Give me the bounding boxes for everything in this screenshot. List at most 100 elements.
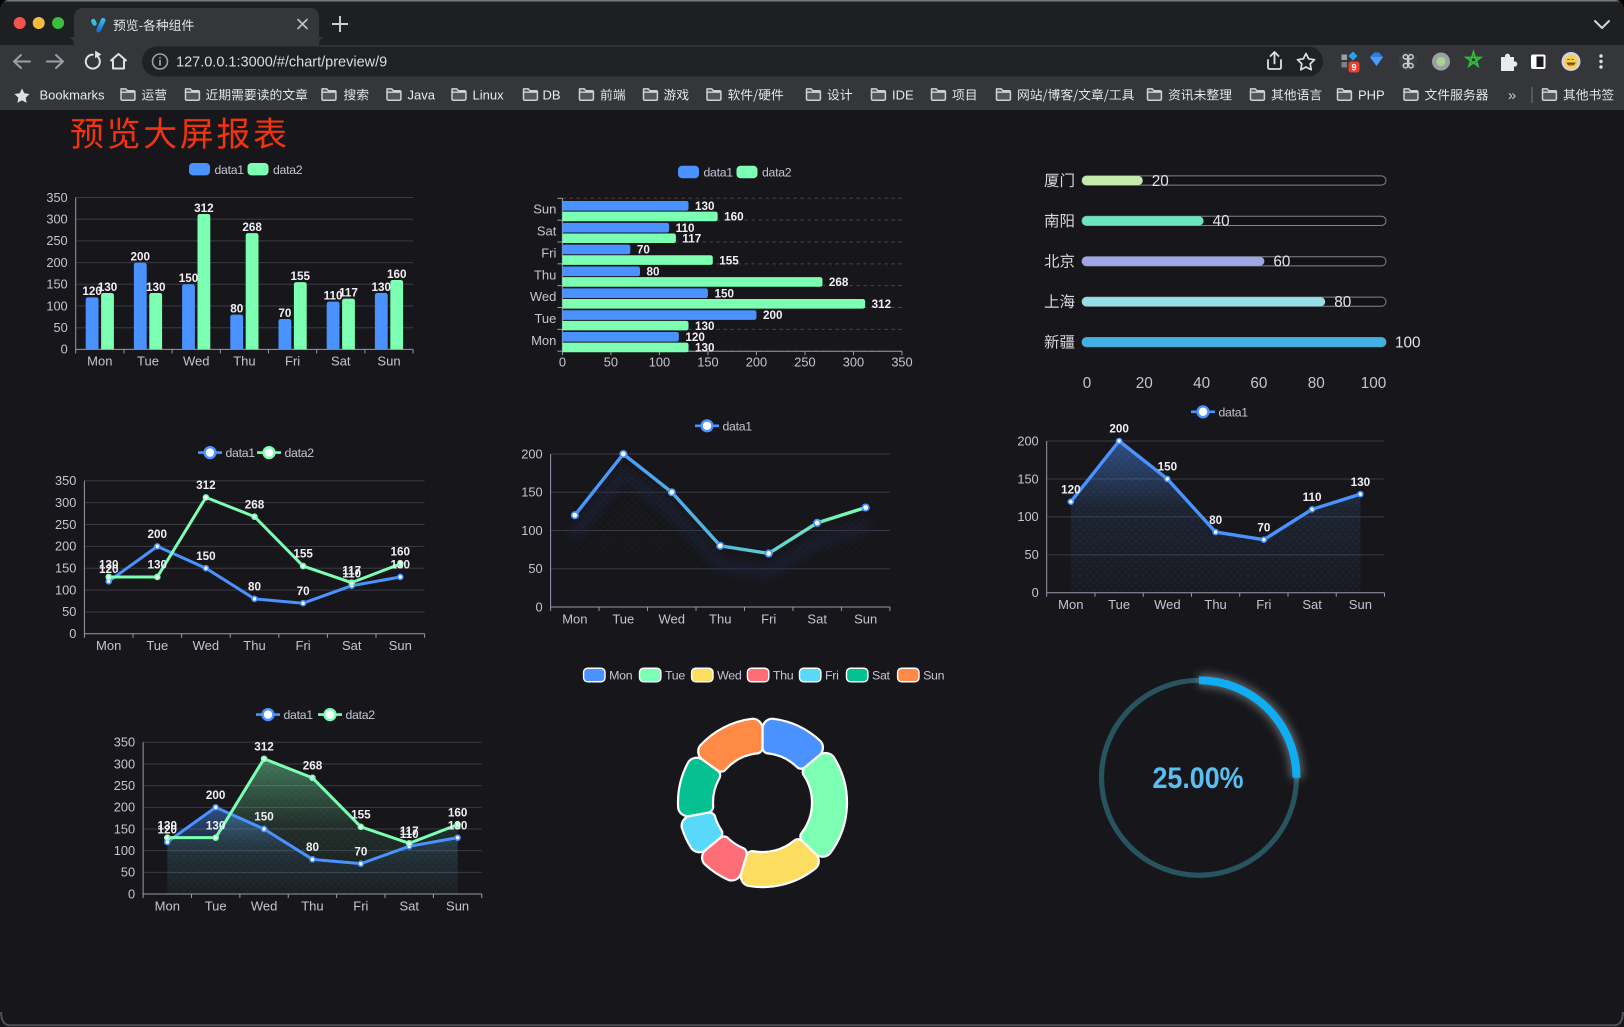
- svg-text:Wed: Wed: [183, 354, 210, 369]
- svg-text:312: 312: [194, 202, 214, 215]
- svg-text:150: 150: [714, 287, 734, 300]
- svg-text:70: 70: [354, 845, 368, 858]
- svg-text:70: 70: [297, 585, 311, 598]
- svg-text:Mon: Mon: [531, 333, 556, 348]
- svg-text:268: 268: [242, 221, 262, 234]
- svg-text:250: 250: [794, 355, 815, 370]
- svg-text:150: 150: [521, 485, 542, 500]
- svg-text:Wed: Wed: [251, 899, 278, 914]
- svg-text:350: 350: [114, 735, 135, 750]
- svg-text:70: 70: [1257, 521, 1271, 534]
- svg-text:50: 50: [604, 355, 618, 370]
- svg-text:Sun: Sun: [389, 638, 412, 653]
- svg-text:Fri: Fri: [296, 638, 311, 653]
- svg-text:300: 300: [114, 756, 135, 771]
- svg-text:350: 350: [46, 190, 67, 205]
- svg-text:data1: data1: [284, 708, 314, 722]
- svg-text:9: 9: [1351, 62, 1356, 72]
- svg-text:PHP: PHP: [1358, 88, 1385, 103]
- svg-text:155: 155: [351, 809, 371, 822]
- svg-text:25.00%: 25.00%: [1153, 762, 1244, 795]
- svg-text:Sun: Sun: [1349, 597, 1372, 612]
- svg-text:268: 268: [829, 276, 849, 289]
- svg-text:Mon: Mon: [1058, 597, 1083, 612]
- svg-text:data1: data1: [215, 163, 245, 177]
- svg-text:data2: data2: [346, 708, 376, 722]
- svg-text:50: 50: [121, 865, 135, 880]
- svg-text:60: 60: [1250, 375, 1267, 392]
- svg-text:»: »: [1508, 87, 1516, 104]
- svg-text:Tue: Tue: [205, 899, 227, 914]
- svg-text:Wed: Wed: [659, 612, 686, 627]
- svg-text:100: 100: [649, 355, 670, 370]
- svg-text:120: 120: [158, 824, 178, 837]
- svg-text:200: 200: [521, 446, 542, 461]
- svg-text:Bookmarks: Bookmarks: [40, 88, 106, 103]
- svg-text:data2: data2: [273, 163, 303, 177]
- svg-text:0: 0: [1032, 585, 1039, 600]
- svg-text:200: 200: [1017, 433, 1038, 448]
- svg-text:Thu: Thu: [709, 612, 731, 627]
- svg-text:Mon: Mon: [562, 612, 587, 627]
- svg-text:Mon: Mon: [87, 354, 112, 369]
- svg-text:150: 150: [114, 821, 135, 836]
- svg-text:Sat: Sat: [537, 224, 557, 239]
- svg-text:312: 312: [196, 479, 216, 492]
- svg-text:200: 200: [55, 539, 76, 554]
- svg-text:117: 117: [342, 564, 361, 577]
- svg-text:155: 155: [293, 548, 313, 561]
- svg-text:130: 130: [695, 342, 715, 355]
- svg-text:160: 160: [448, 806, 468, 819]
- svg-text:200: 200: [148, 528, 168, 541]
- svg-text:20: 20: [1152, 173, 1169, 190]
- svg-text:300: 300: [46, 212, 67, 227]
- svg-text:Sat: Sat: [342, 638, 362, 653]
- svg-text:200: 200: [746, 355, 767, 370]
- svg-text:110: 110: [400, 828, 419, 841]
- svg-text:70: 70: [278, 307, 292, 320]
- svg-text:200: 200: [46, 255, 67, 270]
- svg-text:Sun: Sun: [446, 899, 469, 914]
- svg-text:0: 0: [69, 626, 76, 641]
- svg-text:data1: data1: [226, 446, 256, 460]
- svg-text:Tue: Tue: [665, 669, 685, 683]
- svg-text:Sun: Sun: [854, 612, 877, 627]
- svg-text:312: 312: [254, 740, 274, 753]
- svg-text:0: 0: [559, 355, 566, 370]
- svg-text:Java: Java: [408, 88, 436, 103]
- svg-text:20: 20: [1136, 375, 1153, 392]
- svg-text:Linux: Linux: [473, 88, 505, 103]
- svg-text:120: 120: [99, 563, 119, 576]
- svg-text:Fri: Fri: [825, 669, 839, 683]
- svg-text:80: 80: [306, 841, 320, 854]
- svg-text:150: 150: [46, 277, 67, 292]
- svg-text:250: 250: [55, 517, 76, 532]
- svg-text:150: 150: [196, 550, 216, 563]
- svg-text:130: 130: [695, 320, 715, 333]
- svg-text:Sat: Sat: [872, 669, 891, 683]
- svg-text:Tue: Tue: [146, 638, 168, 653]
- svg-text:100: 100: [521, 523, 542, 538]
- svg-text:130: 130: [448, 819, 468, 832]
- svg-text:127.0.0.1:3000/#/chart/preview: 127.0.0.1:3000/#/chart/preview/9: [176, 55, 387, 71]
- svg-text:100: 100: [114, 843, 135, 858]
- svg-text:80: 80: [1308, 375, 1325, 392]
- svg-text:Thu: Thu: [773, 669, 794, 683]
- svg-text:Mon: Mon: [609, 669, 633, 683]
- svg-text:155: 155: [719, 254, 739, 267]
- svg-text:150: 150: [254, 811, 274, 824]
- svg-text:Tue: Tue: [534, 311, 556, 326]
- svg-text:200: 200: [131, 250, 151, 263]
- svg-text:Wed: Wed: [530, 289, 557, 304]
- svg-text:data1: data1: [723, 419, 753, 433]
- svg-text:Wed: Wed: [717, 669, 742, 683]
- svg-text:312: 312: [872, 298, 892, 311]
- svg-text:160: 160: [391, 546, 411, 559]
- svg-text:Fri: Fri: [285, 354, 300, 369]
- svg-text:Thu: Thu: [534, 267, 556, 282]
- svg-text:150: 150: [1158, 461, 1178, 474]
- svg-text:Fri: Fri: [1256, 597, 1271, 612]
- svg-text:120: 120: [82, 285, 102, 298]
- svg-text:80: 80: [1209, 514, 1223, 527]
- svg-text:300: 300: [55, 495, 76, 510]
